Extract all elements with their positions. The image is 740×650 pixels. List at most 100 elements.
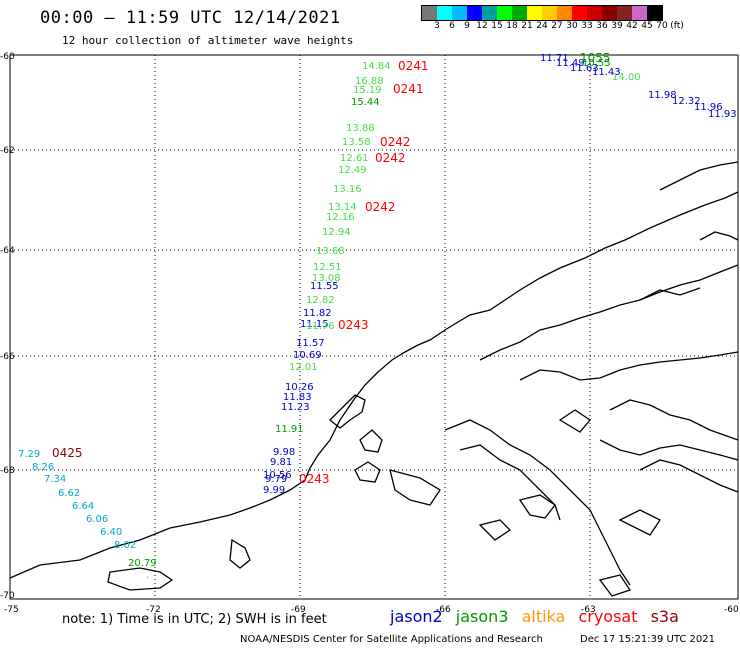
- swh-label: 10.26: [285, 382, 314, 393]
- lat-tick: -62: [0, 146, 15, 156]
- lon-tick: -66: [436, 605, 451, 615]
- swh-label: 11.93: [708, 109, 737, 120]
- time-label: 0243: [338, 318, 369, 332]
- swh-label: 11.71: [540, 53, 569, 64]
- swh-label: 11.63: [570, 63, 599, 74]
- swh-label: 12.16: [326, 212, 355, 223]
- lat-tick: -60: [0, 52, 15, 62]
- swh-label-magenta-south: ·: [146, 573, 149, 584]
- colorbar-labels: 3 6 9 12 15 18 21 24 27 30 33 36 39 42 45 70 (ft): [421, 21, 740, 33]
- swh-label: 12.94: [322, 227, 351, 238]
- swh-label: 11.76: [306, 321, 335, 332]
- swh-label: 11.55: [310, 281, 339, 292]
- map-subtitle: 12 hour collection of altimeter wave hei…: [62, 34, 354, 47]
- colorbar-unit: (ft): [670, 21, 684, 31]
- swh-label: 13.08: [312, 273, 341, 284]
- map-frame: [9, 54, 739, 600]
- time-label-s3a: 0425: [52, 446, 83, 460]
- swh-label: 11.49: [556, 58, 585, 69]
- legend-cryosat: cryosat: [578, 607, 638, 626]
- lon-tick: -72: [146, 605, 161, 615]
- colorbar-label: 12: [476, 21, 488, 31]
- swh-label: 6.40: [100, 527, 122, 538]
- colorbar-label: 39: [611, 21, 623, 31]
- track-main: 14.84 16.88 15.19 15.44 13.88 13.58 12.6…: [263, 61, 391, 496]
- colorbar-swatch: [647, 6, 662, 20]
- swh-label: 11.98: [648, 90, 677, 101]
- swh-label: 6.06: [86, 514, 108, 525]
- swh-label: 13.58: [342, 137, 371, 148]
- swh-label: 16.88: [355, 76, 384, 87]
- swh-label: 11.57: [296, 338, 325, 349]
- swh-label: 12.51: [313, 262, 342, 273]
- track-ne: 11.71 11.49 11.63 10.55 11.43 14.00 11.9…: [540, 53, 737, 120]
- colorbar-label: 27: [551, 21, 563, 31]
- swh-label: 12.49: [338, 165, 367, 176]
- swh-label: 10.55: [582, 58, 611, 69]
- credit-text: NOAA/NESDIS Center for Satellite Applica…: [240, 634, 543, 645]
- swh-label: 9.98: [273, 447, 295, 458]
- swh-label: 12.61: [340, 153, 369, 164]
- colorbar-swatch: [587, 6, 602, 20]
- colorbar: [421, 5, 663, 21]
- swh-label: 15.44: [351, 97, 380, 108]
- colorbar-swatch: [572, 6, 587, 20]
- lat-tick: -70: [0, 591, 15, 601]
- colorbar-swatch: [512, 6, 527, 20]
- swh-label: 11.96: [694, 102, 723, 113]
- swh-label: 14.84: [362, 61, 391, 72]
- swh-label: 14.00: [612, 72, 641, 83]
- time-label: 0242: [375, 151, 406, 165]
- colorbar-swatch: [467, 6, 482, 20]
- colorbar-swatch: [617, 6, 632, 20]
- colorbar-label: 42: [626, 21, 638, 31]
- swh-label: 13.68: [316, 246, 345, 257]
- generated-timestamp: Dec 17 15:21:39 UTC 2021: [580, 634, 715, 645]
- swh-label: 11.82: [303, 308, 332, 319]
- lon-tick: -60: [724, 605, 739, 615]
- lon-tick: -75: [4, 605, 19, 615]
- colorbar-swatch: [437, 6, 452, 20]
- track-cyan: 7.29 8.26 7.34 6.62 6.64 6.06 6.40 8.02: [18, 449, 136, 551]
- satellite-legend: jason2 jason3 altika cryosat s3a: [390, 607, 687, 626]
- swh-label: 6.64: [72, 501, 94, 512]
- colorbar-swatch: [557, 6, 572, 20]
- colorbar-swatch: [527, 6, 542, 20]
- lat-tick: -66: [0, 352, 15, 362]
- time-label: 0242: [380, 135, 411, 149]
- colorbar-label: 24: [536, 21, 548, 31]
- legend-s3a: s3a: [650, 607, 679, 626]
- swh-label: 9.81: [270, 457, 292, 468]
- swh-label: 8.02: [114, 540, 136, 551]
- lat-tick: -64: [0, 246, 15, 256]
- footer-note: note: 1) Time is in UTC; 2) SWH is in fe…: [62, 612, 327, 627]
- colorbar-label: 36: [596, 21, 608, 31]
- colorbar-swatch: [482, 6, 497, 20]
- lat-tick-labels: -60 -62 -64 -66 -68 -70: [0, 52, 15, 601]
- colorbar-label: 3: [434, 21, 440, 31]
- coastline: [9, 161, 739, 597]
- swh-label: 6.62: [58, 488, 80, 499]
- lon-tick-labels: -75 -72 -69 -66 -63 -60: [4, 605, 739, 615]
- swh-label: 11.91: [275, 424, 304, 435]
- colorbar-label: 18: [506, 21, 518, 31]
- legend-jason3: jason3: [455, 607, 509, 626]
- time-label: 0242: [365, 200, 396, 214]
- cryosat-times: 0241 0241 0242 0242 0242 0243 0243: [299, 59, 429, 486]
- lon-tick: -69: [291, 605, 306, 615]
- colorbar-label: 15: [491, 21, 503, 31]
- colorbar-swatch: [542, 6, 557, 20]
- colorbar-label: 45: [641, 21, 653, 31]
- colorbar-label: 33: [581, 21, 593, 31]
- swh-label: 12.32: [672, 96, 701, 107]
- colorbar-label: 9: [464, 21, 470, 31]
- swh-label: 7.34: [44, 474, 66, 485]
- lat-tick: -68: [0, 466, 15, 476]
- swh-label: 11.15: [300, 319, 329, 330]
- swh-label: 13.14: [328, 202, 357, 213]
- swh-label: 11.43: [592, 67, 621, 78]
- swh-label: 10.69: [293, 350, 322, 361]
- legend-altika: altika: [521, 607, 566, 626]
- colorbar-swatch: [422, 6, 437, 20]
